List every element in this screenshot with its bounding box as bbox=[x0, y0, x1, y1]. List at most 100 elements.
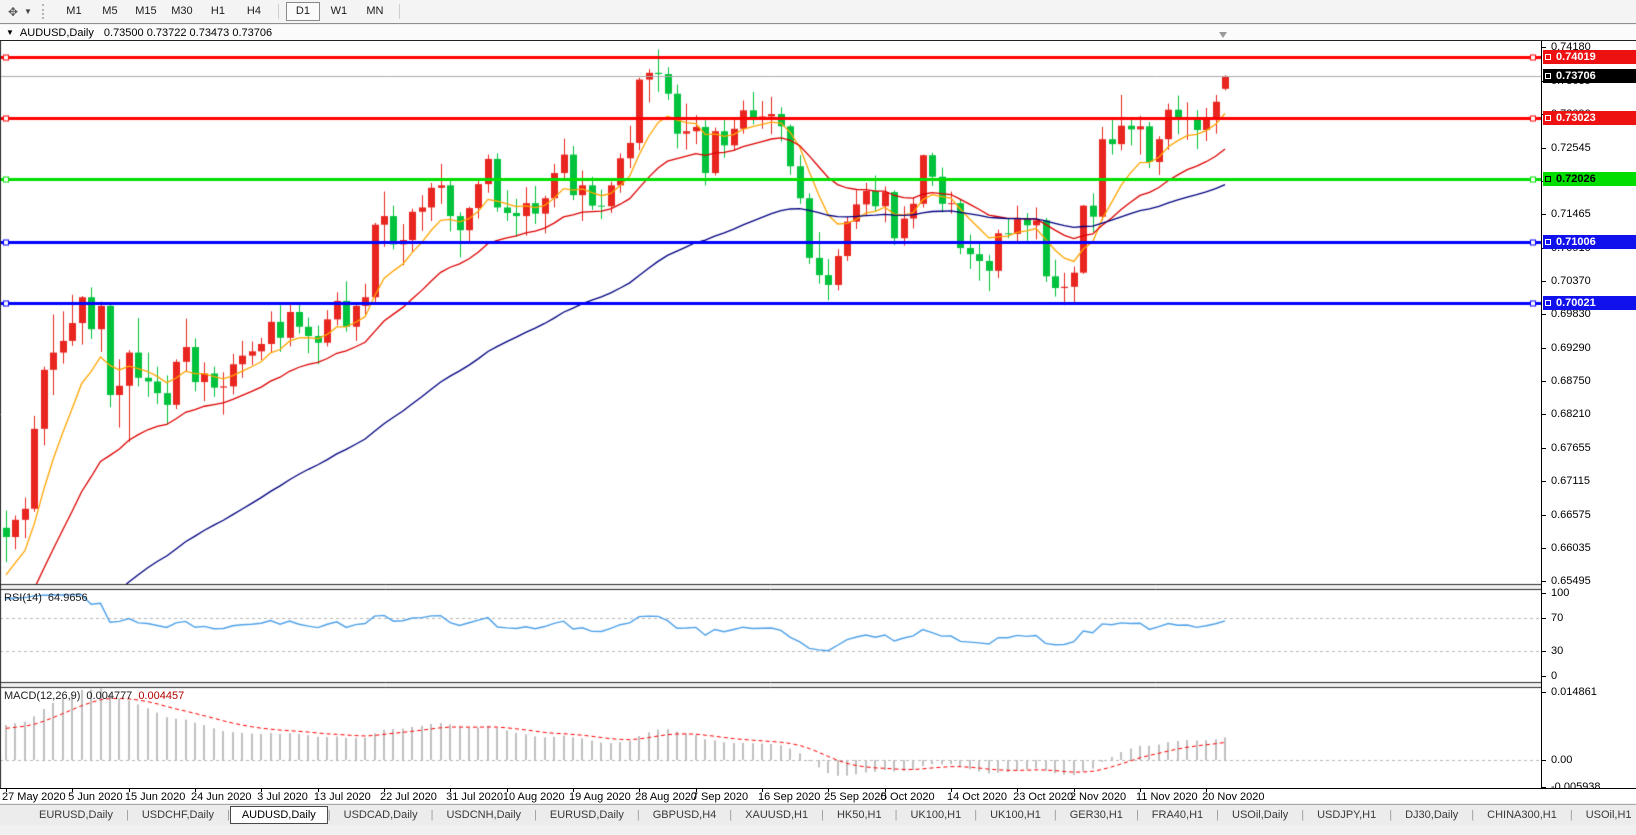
chart-tab-hk50-h1[interactable]: HK50,H1 bbox=[836, 809, 882, 821]
date-tick bbox=[506, 789, 508, 792]
timeframe-button-m1[interactable]: M1 bbox=[66, 5, 82, 17]
date-label: 27 May 2020 bbox=[2, 791, 66, 803]
tab-separator: | bbox=[894, 809, 898, 821]
panel-resize-handle[interactable] bbox=[0, 682, 1541, 688]
chart-ohlc-values: 0.73500 0.73722 0.73473 0.73706 bbox=[103, 26, 273, 39]
date-tick bbox=[261, 789, 263, 792]
timeframe-button-w1[interactable]: W1 bbox=[330, 5, 348, 17]
date-label: 28 Aug 2020 bbox=[635, 791, 697, 803]
date-label: 5 Jun 2020 bbox=[68, 791, 123, 803]
price-tick-label: 0.65495 bbox=[1542, 574, 1591, 588]
price-tick-label: 0.68210 bbox=[1542, 407, 1591, 421]
tab-separator: | bbox=[974, 809, 978, 821]
chart-tab-usoil-h1[interactable]: USOil,H1 bbox=[1585, 809, 1632, 821]
date-tick bbox=[951, 789, 952, 792]
hline-price-badge: 0.74019 bbox=[1543, 49, 1636, 64]
chart-tab-audusd-daily[interactable]: AUDUSD,Daily bbox=[229, 806, 328, 824]
hline-price-badge: 0.70021 bbox=[1543, 295, 1636, 310]
date-tick bbox=[828, 789, 830, 792]
date-tick bbox=[384, 789, 385, 792]
timeframe-button-m15[interactable]: M15 bbox=[135, 5, 157, 17]
panel-resize-handle[interactable] bbox=[0, 584, 1541, 590]
date-tick bbox=[639, 789, 641, 792]
chart-tab-dj30-daily[interactable]: DJ30,Daily bbox=[1405, 809, 1459, 821]
date-label: 15 Jun 2020 bbox=[124, 791, 186, 803]
chart-tab-usdchf-daily[interactable]: USDCHF,Daily bbox=[141, 809, 214, 821]
macd-indicator-label: MACD(12,26,9) 0.004777 0.004457 bbox=[4, 690, 185, 702]
date-tick bbox=[128, 789, 130, 792]
date-axis[interactable]: 27 May 2020 5 Jun 2020 15 Jun 2020 24 Jun 2… bbox=[0, 788, 1636, 803]
timeframe-button-h1[interactable]: H1 bbox=[210, 5, 225, 17]
date-label: 24 Jun 2020 bbox=[191, 791, 252, 803]
date-label: 5 Oct 2020 bbox=[880, 791, 935, 803]
chart-tab-usdcnh-daily[interactable]: USDCNH,Daily bbox=[446, 809, 522, 821]
price-tick-label: 0.70370 bbox=[1542, 274, 1591, 288]
toolbar-grip[interactable] bbox=[41, 4, 47, 19]
chart-tab-fra40-h1[interactable]: FRA40,H1 bbox=[1151, 809, 1204, 821]
timeframe-button-h4[interactable]: H4 bbox=[246, 5, 261, 17]
tab-separator: | bbox=[534, 809, 537, 821]
chart-tab-china300-h1[interactable]: CHINA300,H1 bbox=[1487, 809, 1557, 821]
tab-separator: | bbox=[1216, 809, 1220, 821]
tab-separator: | bbox=[1389, 809, 1393, 821]
tab-separator: | bbox=[327, 809, 331, 821]
cursor-dropdown-icon[interactable]: ▼ bbox=[24, 7, 32, 16]
date-tick bbox=[762, 789, 763, 792]
timeframe-button-d1[interactable]: D1 bbox=[285, 2, 320, 21]
date-tick bbox=[72, 789, 74, 792]
cursor-tool-icon[interactable]: ✥ bbox=[7, 4, 19, 19]
chart-tab-eurusd-daily[interactable]: EURUSD,Daily bbox=[39, 809, 113, 821]
chart-tab-uk100-h1[interactable]: UK100,H1 bbox=[990, 809, 1041, 821]
timeframe-buttons: M1 M5 M15 M30 H1 H4 D1 W1 MN bbox=[56, 2, 406, 21]
timeframe-button-m5[interactable]: M5 bbox=[102, 5, 118, 17]
current-price-badge: 0.73706 bbox=[1543, 69, 1636, 84]
chart-tab-ger30-h1[interactable]: GER30,H1 bbox=[1069, 809, 1123, 821]
price-tick-label: 0.68750 bbox=[1542, 374, 1591, 388]
chart-tab-gbpusd-h4[interactable]: GBPUSD,H4 bbox=[652, 809, 717, 821]
chart-symbol-title: AUDUSD,Daily bbox=[19, 26, 94, 39]
chart-tab-usdjpy-h1[interactable]: USDJPY,H1 bbox=[1317, 809, 1377, 821]
date-label: 10 Aug 2020 bbox=[502, 791, 565, 803]
date-label: 25 Sep 2020 bbox=[824, 791, 887, 803]
tab-separator: | bbox=[430, 809, 434, 821]
price-tick-label: 0.67655 bbox=[1542, 441, 1591, 455]
date-label: 11 Nov 2020 bbox=[1136, 791, 1198, 803]
chart-tab-uk100-h1[interactable]: UK100,H1 bbox=[910, 809, 962, 821]
timeframe-button-mn[interactable]: MN bbox=[366, 5, 384, 17]
hline-price-badge: 0.72026 bbox=[1543, 172, 1636, 187]
hline-price-badge: 0.73023 bbox=[1543, 111, 1636, 126]
timeframe-button-m30[interactable]: M30 bbox=[171, 5, 193, 17]
tab-separator: | bbox=[1471, 809, 1475, 821]
rsi-tick-label: 30 bbox=[1542, 644, 1563, 658]
chart-title-bar: ▼ AUDUSD,Daily 0.73500 0.73722 0.73473 0… bbox=[0, 25, 1636, 41]
date-tick bbox=[695, 789, 697, 792]
chart-tab-xauusd-h1[interactable]: XAUUSD,H1 bbox=[745, 809, 809, 821]
price-axis[interactable]: 0.741800.736350.730900.725450.720050.714… bbox=[1541, 41, 1636, 793]
chart-tab-usoil-daily[interactable]: USOil,Daily bbox=[1232, 809, 1289, 821]
last-bar-marker-icon bbox=[1219, 32, 1227, 38]
price-tick-label: 0.72545 bbox=[1542, 141, 1591, 155]
tab-separator: | bbox=[1135, 809, 1139, 821]
chart-tab-usdcad-daily[interactable]: USDCAD,Daily bbox=[343, 809, 418, 821]
date-tick bbox=[1017, 789, 1019, 792]
date-label: 16 Sep 2020 bbox=[758, 791, 821, 803]
tab-separator: | bbox=[1053, 809, 1057, 821]
date-tick bbox=[1140, 789, 1141, 792]
price-chart-canvas[interactable] bbox=[0, 41, 1541, 788]
collapse-chart-icon[interactable]: ▼ bbox=[6, 28, 14, 37]
hline-price-badge: 0.71006 bbox=[1543, 235, 1636, 250]
date-label: 19 Aug 2020 bbox=[569, 791, 631, 803]
macd-tick-label: 0.00 bbox=[1542, 753, 1572, 767]
top-toolbar: ✥ ▼ M1 M5 M15 M30 H1 H4 D1 W1 MN bbox=[0, 0, 1636, 24]
tab-separator: | bbox=[729, 809, 733, 821]
chart-tab-eurusd-daily[interactable]: EURUSD,Daily bbox=[549, 809, 624, 821]
tab-separator: | bbox=[1569, 809, 1573, 821]
chart-tab-bar: EURUSD,Daily | USDCHF,Daily | AUDUSD,Daily | U… bbox=[0, 804, 1636, 825]
price-tick-label: 0.66575 bbox=[1542, 508, 1591, 522]
tab-separator: | bbox=[1301, 809, 1305, 821]
date-label: 3 Jul 2020 bbox=[257, 791, 308, 803]
tab-separator: | bbox=[125, 809, 129, 821]
price-tick-label: 0.69830 bbox=[1542, 307, 1591, 321]
date-tick bbox=[573, 789, 574, 792]
rsi-tick-label: 70 bbox=[1542, 611, 1563, 625]
